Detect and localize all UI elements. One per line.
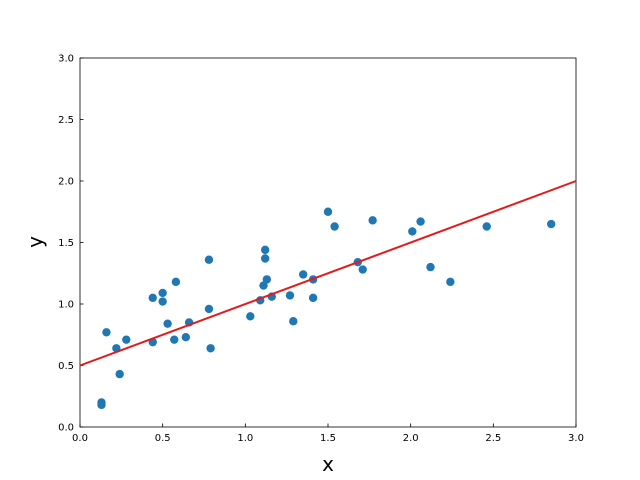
point — [308, 293, 318, 303]
point — [181, 333, 191, 342]
point — [122, 335, 131, 344]
y-tick-label: 0.0 — [58, 423, 74, 434]
point — [260, 245, 270, 255]
point — [102, 328, 111, 337]
point — [204, 255, 214, 264]
fit-line — [79, 180, 577, 367]
point — [408, 227, 417, 236]
x-tick-label: 3.0 — [568, 433, 584, 444]
point — [206, 344, 215, 353]
y-tick-label: 3.0 — [58, 54, 74, 65]
point — [426, 262, 435, 272]
point — [158, 288, 167, 298]
y-tick-label: 1.5 — [58, 238, 74, 249]
x-tick-label: 1.0 — [237, 433, 253, 444]
point — [246, 312, 255, 321]
point — [446, 277, 455, 287]
point — [204, 304, 214, 314]
point — [547, 219, 556, 229]
point — [285, 291, 295, 300]
y-tick-label: 1.0 — [58, 300, 74, 311]
point — [368, 216, 377, 225]
point — [482, 222, 491, 231]
point — [416, 217, 425, 226]
x-tick-label: 0.5 — [155, 433, 171, 444]
point — [171, 277, 181, 287]
x-tick-label: 2.0 — [403, 433, 419, 444]
y-tick-label: 2.0 — [58, 177, 74, 188]
point — [259, 281, 268, 290]
point — [289, 317, 298, 326]
point — [262, 275, 272, 284]
point — [358, 265, 367, 274]
point — [330, 222, 339, 231]
y-axis-label: y — [23, 236, 47, 248]
point — [158, 297, 167, 306]
point — [260, 254, 270, 263]
x-tick-label: 1.5 — [320, 433, 336, 444]
point — [299, 270, 308, 279]
point — [323, 207, 333, 216]
x-tick-label: 2.5 — [485, 433, 501, 444]
plot-frame — [79, 57, 577, 428]
x-tick-label: 0.0 — [72, 433, 88, 444]
point — [170, 335, 179, 344]
point — [148, 293, 157, 303]
point — [97, 400, 106, 410]
point — [163, 319, 172, 328]
y-tick-label: 0.5 — [58, 361, 74, 372]
x-axis-label: x — [322, 452, 334, 476]
y-tick-label: 2.5 — [58, 115, 74, 126]
point — [115, 369, 124, 379]
